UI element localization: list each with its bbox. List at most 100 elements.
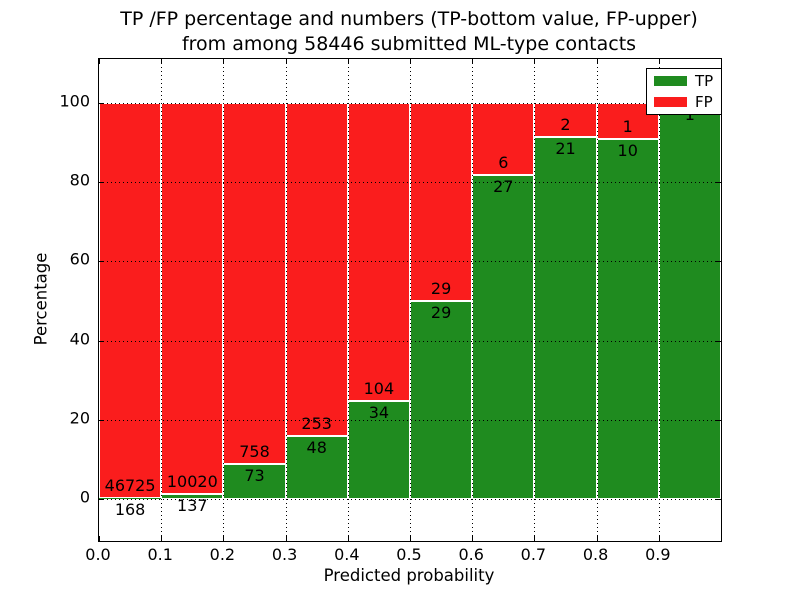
- bar-label-fp: 104: [363, 379, 395, 399]
- x-tick-label: 0.9: [645, 545, 671, 564]
- bar-segment-fp: [410, 102, 473, 301]
- gridline-vertical: [658, 59, 660, 541]
- chart-title: TP /FP percentage and numbers (TP-bottom…: [98, 7, 720, 57]
- tick-mark-right: [716, 261, 721, 263]
- fp-swatch-icon: [654, 97, 687, 107]
- bar-segment-fp: [99, 102, 162, 498]
- tick-mark-left: [99, 261, 104, 263]
- tick-mark-left: [99, 102, 104, 104]
- bar-segment-tp: [596, 138, 659, 499]
- bar-segment-tp: [410, 300, 473, 499]
- chart-title-line2: from among 58446 submitted ML-type conta…: [181, 33, 637, 55]
- tick-mark-bottom: [472, 536, 474, 541]
- bar-segment-fp: [161, 102, 224, 494]
- y-tick-label: 20: [69, 408, 90, 428]
- chart-title-line1: TP /FP percentage and numbers (TP-bottom…: [120, 8, 698, 30]
- plot-area: TP FP 46725 168 10020 137 758 73 253 48 104 34 29 2…: [98, 58, 723, 542]
- bar-label-fp: 29: [430, 278, 452, 298]
- tick-mark-right: [716, 182, 721, 184]
- x-tick-label: 0.0: [85, 545, 111, 564]
- bar-segment-fp: [347, 102, 410, 402]
- bar-label-tp: 29: [430, 302, 452, 322]
- tick-mark-left: [99, 499, 104, 501]
- bar-label-tp: 168: [114, 499, 146, 519]
- tick-mark-top: [161, 59, 163, 64]
- tick-mark-top: [410, 59, 411, 64]
- tick-mark-bottom: [410, 536, 411, 541]
- tick-mark-right: [716, 340, 721, 342]
- x-axis-label: Predicted probability: [323, 566, 495, 585]
- tick-mark-bottom: [347, 536, 349, 541]
- x-tick-label: 0.7: [520, 545, 547, 564]
- tick-mark-top: [658, 59, 660, 64]
- tick-mark-top: [534, 59, 536, 64]
- bar-segment-tp: [285, 435, 348, 499]
- bar-label-fp: 46725: [104, 475, 156, 495]
- x-tick-label: 0.3: [271, 545, 298, 564]
- tp-swatch-icon: [654, 76, 687, 86]
- y-tick-label: 80: [69, 170, 90, 190]
- legend-entry-tp: TP: [654, 73, 713, 89]
- tick-mark-bottom: [99, 536, 100, 541]
- gridline-vertical: [347, 59, 349, 541]
- bar-label-fp: 2: [560, 115, 571, 135]
- bar-segment-fp: [285, 102, 348, 436]
- legend: TP FP: [646, 68, 723, 115]
- bar-segment-fp: [223, 102, 286, 465]
- bar-label-fp: 758: [239, 442, 270, 462]
- tick-mark-bottom: [534, 536, 536, 541]
- legend-label-tp: TP: [695, 72, 714, 90]
- bar-label-tp: 34: [368, 403, 390, 423]
- gridline-vertical: [410, 59, 411, 541]
- gridline-vertical: [161, 59, 163, 541]
- bar-label-tp: 73: [244, 466, 265, 486]
- legend-label-fp: FP: [695, 93, 713, 111]
- bar-segment-tp: [534, 137, 597, 499]
- gridline-vertical: [223, 59, 225, 541]
- gridline-vertical: [596, 59, 598, 541]
- bar-segment-tp: [347, 401, 410, 499]
- tick-mark-top: [99, 59, 100, 64]
- bar-label-tp: 137: [177, 495, 208, 515]
- x-tick-label: 0.2: [209, 545, 236, 564]
- tick-mark-top: [285, 59, 287, 64]
- x-tick-label: 0.1: [147, 545, 173, 564]
- y-tick-label: 40: [69, 329, 90, 349]
- bar-label-tp: 10: [617, 140, 638, 160]
- tick-mark-top: [223, 59, 225, 64]
- bar-label-fp: 1: [622, 116, 633, 136]
- x-tick-label: 0.4: [334, 545, 360, 564]
- x-tick-label: 0.5: [396, 545, 422, 564]
- tick-mark-top: [472, 59, 474, 64]
- tick-mark-bottom: [161, 536, 163, 541]
- bar-segment-tp: [472, 174, 535, 499]
- tick-mark-top: [596, 59, 598, 64]
- gridline-vertical: [285, 59, 287, 541]
- tick-mark-left: [99, 340, 104, 342]
- y-tick-label: 0: [79, 487, 90, 507]
- y-tick-label: 60: [69, 249, 90, 269]
- bar-label-fp: 10020: [166, 471, 218, 491]
- legend-entry-fp: FP: [654, 94, 713, 110]
- tick-mark-top: [347, 59, 349, 64]
- tick-mark-bottom: [658, 536, 660, 541]
- bar-label-tp: 21: [555, 139, 576, 159]
- bar-segment-tp: [658, 102, 721, 499]
- tick-mark-right: [716, 419, 721, 421]
- bar-label-tp: 48: [306, 437, 327, 457]
- gridline-vertical: [472, 59, 474, 541]
- bar-label-fp: 6: [498, 152, 509, 172]
- tick-mark-bottom: [596, 536, 598, 541]
- bar-label-tp: 27: [493, 176, 514, 196]
- y-tick-label: 100: [59, 91, 90, 111]
- tick-mark-right: [716, 499, 721, 501]
- tick-mark-left: [99, 182, 104, 184]
- x-tick-label: 0.6: [458, 545, 484, 564]
- bar-segment-fp: [534, 102, 597, 138]
- bar-segment-tp: [99, 497, 162, 499]
- tick-mark-left: [99, 419, 104, 421]
- tick-mark-bottom: [285, 536, 287, 541]
- gridline-vertical: [534, 59, 536, 541]
- bar-segment-tp: [223, 464, 286, 499]
